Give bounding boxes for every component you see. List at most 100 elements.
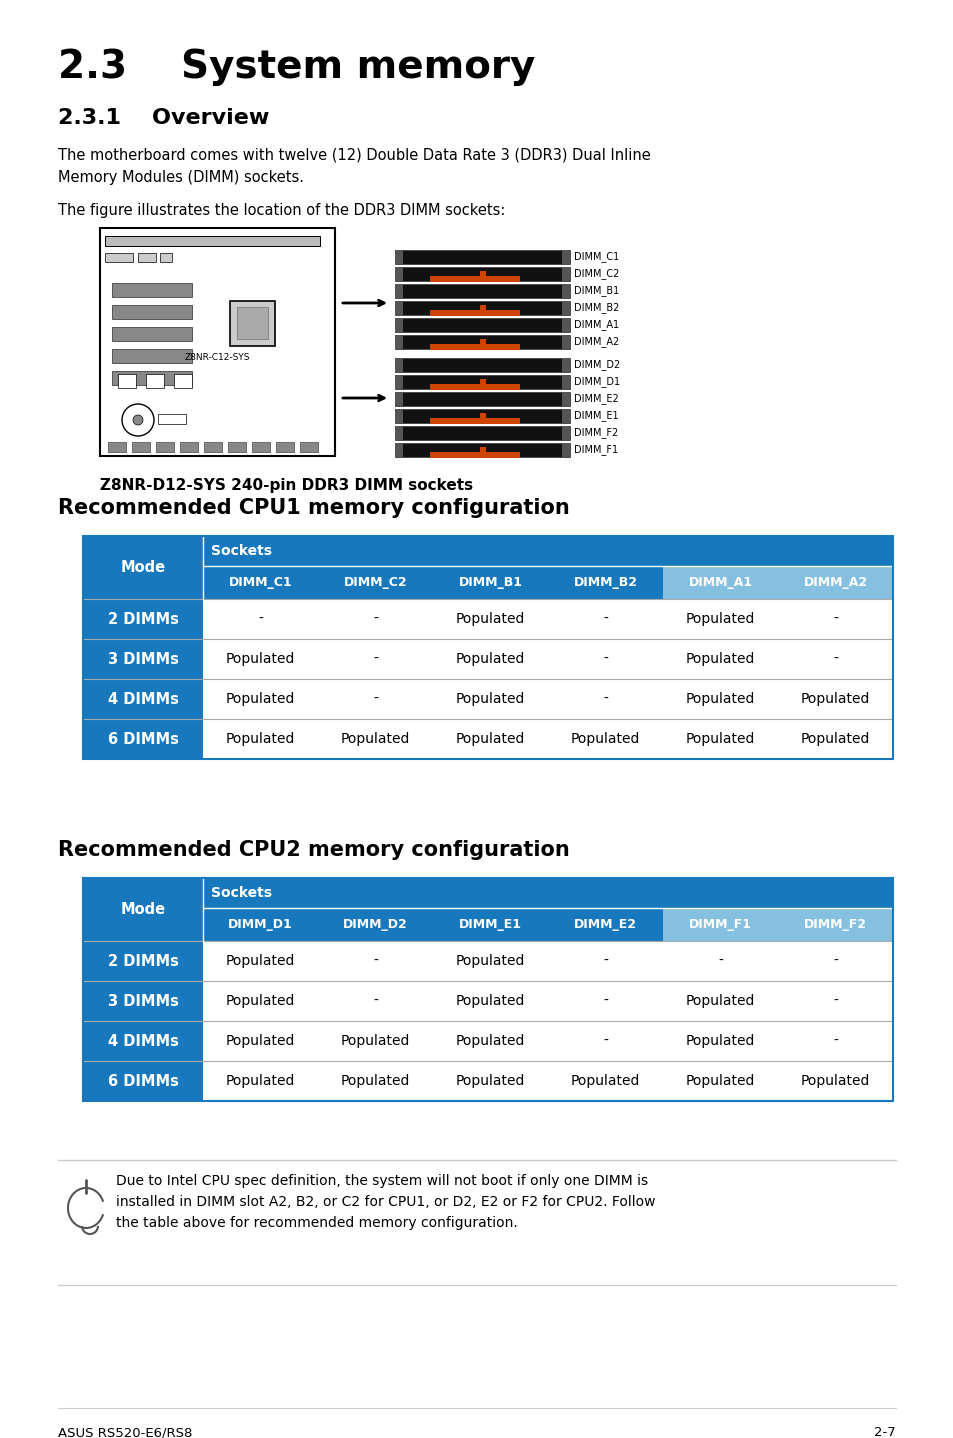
- Bar: [203, 1021, 317, 1061]
- Bar: [236, 308, 268, 339]
- Bar: [275, 441, 294, 452]
- Bar: [83, 719, 203, 759]
- Text: DIMM_D2: DIMM_D2: [343, 917, 408, 930]
- Bar: [547, 679, 662, 719]
- Bar: [778, 1061, 892, 1102]
- Bar: [395, 375, 569, 390]
- Bar: [430, 276, 519, 282]
- Text: 4 DIMMs: 4 DIMMs: [108, 692, 178, 706]
- Text: DIMM_F1: DIMM_F1: [688, 917, 751, 930]
- Bar: [479, 380, 485, 385]
- Bar: [547, 600, 662, 638]
- Bar: [395, 408, 402, 423]
- Bar: [203, 907, 317, 940]
- Bar: [203, 600, 317, 638]
- Bar: [547, 719, 662, 759]
- Text: -: -: [373, 692, 377, 706]
- Bar: [430, 452, 519, 457]
- Bar: [83, 879, 892, 940]
- Text: 2.3    System memory: 2.3 System memory: [58, 47, 535, 86]
- Bar: [83, 679, 203, 719]
- Text: The figure illustrates the location of the DDR3 DIMM sockets:: The figure illustrates the location of t…: [58, 203, 505, 219]
- Bar: [83, 600, 203, 638]
- Bar: [662, 719, 778, 759]
- Bar: [317, 907, 433, 940]
- Text: DIMM_C1: DIMM_C1: [574, 252, 618, 263]
- Bar: [433, 907, 547, 940]
- Bar: [112, 305, 192, 319]
- Bar: [395, 358, 569, 372]
- Text: -: -: [602, 613, 607, 626]
- Bar: [203, 981, 317, 1021]
- Bar: [395, 250, 402, 265]
- Text: 3 DIMMs: 3 DIMMs: [108, 651, 178, 666]
- Bar: [395, 408, 569, 423]
- Text: Populated: Populated: [456, 994, 525, 1008]
- Text: -: -: [832, 651, 837, 666]
- Bar: [561, 426, 569, 440]
- Bar: [547, 940, 662, 981]
- Text: DIMM_C1: DIMM_C1: [229, 577, 292, 590]
- Text: Populated: Populated: [456, 1034, 525, 1048]
- Text: Populated: Populated: [226, 651, 294, 666]
- Text: DIMM_A1: DIMM_A1: [574, 319, 618, 331]
- Text: Populated: Populated: [570, 1074, 639, 1089]
- Bar: [547, 1061, 662, 1102]
- Bar: [561, 408, 569, 423]
- Text: Populated: Populated: [340, 732, 410, 746]
- Text: DIMM_D2: DIMM_D2: [574, 360, 619, 371]
- Text: 6 DIMMs: 6 DIMMs: [108, 1074, 178, 1089]
- Text: Populated: Populated: [456, 1074, 525, 1089]
- Text: Populated: Populated: [456, 692, 525, 706]
- Bar: [778, 719, 892, 759]
- Text: -: -: [373, 651, 377, 666]
- Bar: [299, 441, 317, 452]
- Bar: [395, 443, 569, 457]
- Bar: [430, 384, 519, 390]
- Bar: [479, 270, 485, 278]
- Text: DIMM_B2: DIMM_B2: [574, 302, 618, 313]
- Bar: [561, 283, 569, 298]
- Bar: [395, 318, 569, 332]
- Text: Populated: Populated: [800, 692, 869, 706]
- Bar: [433, 638, 547, 679]
- Bar: [662, 567, 778, 600]
- Bar: [561, 267, 569, 280]
- Text: Populated: Populated: [456, 953, 525, 968]
- Bar: [662, 981, 778, 1021]
- Text: Populated: Populated: [340, 1074, 410, 1089]
- Text: -: -: [373, 613, 377, 626]
- Bar: [132, 441, 150, 452]
- Text: DIMM_B1: DIMM_B1: [574, 286, 618, 296]
- Text: 2 DIMMs: 2 DIMMs: [108, 953, 178, 969]
- Bar: [662, 907, 778, 940]
- Bar: [778, 638, 892, 679]
- Bar: [317, 679, 433, 719]
- Text: DIMM_D1: DIMM_D1: [228, 917, 293, 930]
- Text: Populated: Populated: [340, 1034, 410, 1048]
- Bar: [433, 1021, 547, 1061]
- Bar: [395, 283, 569, 298]
- Bar: [662, 940, 778, 981]
- Text: DIMM_F1: DIMM_F1: [574, 444, 618, 456]
- Circle shape: [132, 416, 143, 426]
- Bar: [230, 301, 275, 345]
- Bar: [395, 335, 569, 349]
- Bar: [317, 981, 433, 1021]
- Text: DIMM_F2: DIMM_F2: [803, 917, 866, 930]
- Bar: [83, 1021, 203, 1061]
- Bar: [547, 1021, 662, 1061]
- Bar: [146, 374, 164, 388]
- Text: DIMM_E1: DIMM_E1: [458, 917, 521, 930]
- Bar: [317, 567, 433, 600]
- Text: DIMM_A2: DIMM_A2: [574, 336, 618, 348]
- Bar: [118, 374, 136, 388]
- Text: Populated: Populated: [456, 732, 525, 746]
- Bar: [547, 907, 662, 940]
- Bar: [433, 719, 547, 759]
- Text: Recommended CPU2 memory configuration: Recommended CPU2 memory configuration: [58, 840, 569, 860]
- Bar: [158, 414, 186, 424]
- Bar: [778, 907, 892, 940]
- Text: 6 DIMMs: 6 DIMMs: [108, 732, 178, 746]
- Text: Populated: Populated: [685, 651, 755, 666]
